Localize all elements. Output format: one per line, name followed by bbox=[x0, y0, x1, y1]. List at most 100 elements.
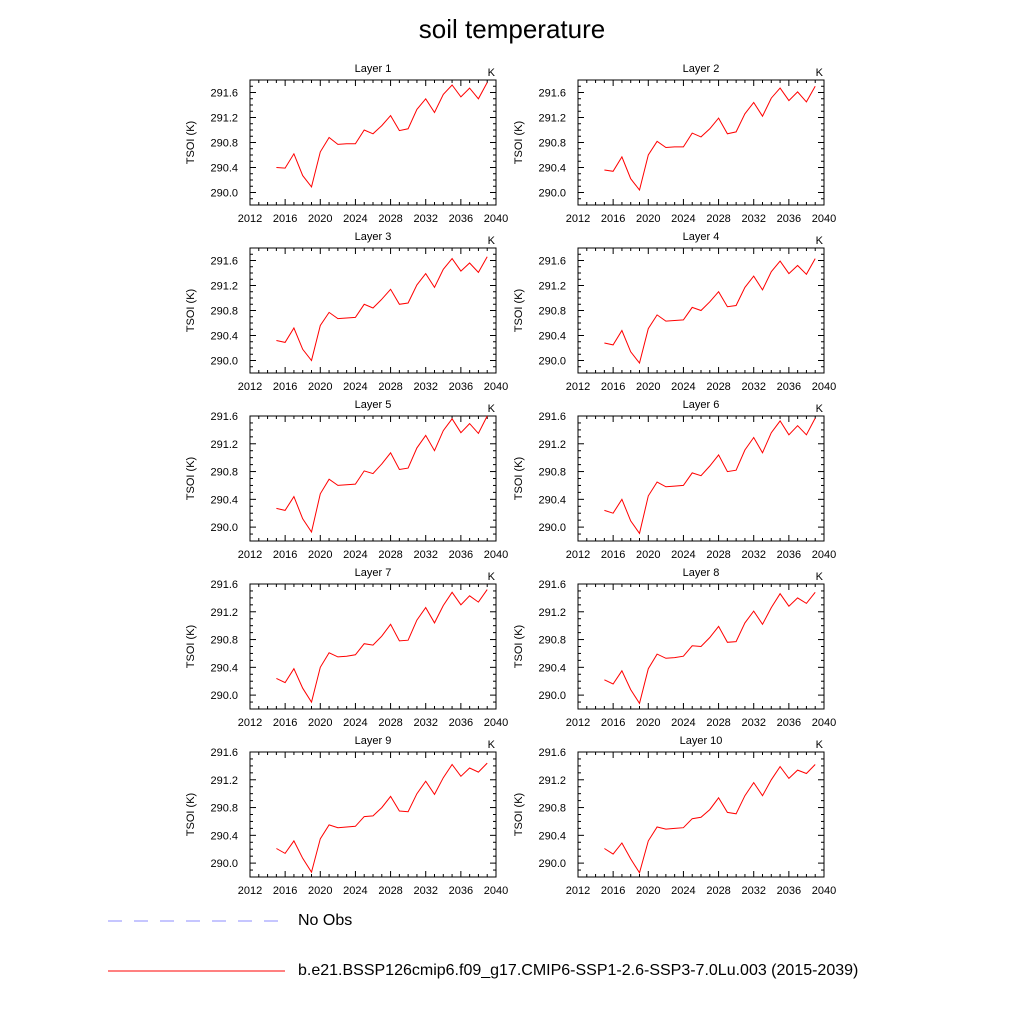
panel-title: Layer 3 bbox=[355, 231, 392, 243]
panel-title: Layer 2 bbox=[683, 63, 720, 75]
y-tick-label: 291.2 bbox=[538, 439, 566, 451]
y-axis-label: TSOI (K) bbox=[513, 289, 525, 332]
x-tick-label: 2032 bbox=[413, 885, 437, 897]
y-tick-label: 291.6 bbox=[538, 579, 566, 591]
y-tick-label: 290.8 bbox=[210, 803, 238, 815]
x-tick-label: 2040 bbox=[484, 885, 508, 897]
y-tick-label: 290.8 bbox=[538, 138, 566, 150]
plot-frame bbox=[249, 79, 497, 206]
panel-title: Layer 9 bbox=[355, 735, 392, 747]
x-tick-label: 2040 bbox=[812, 549, 836, 561]
x-tick-label: 2028 bbox=[706, 717, 730, 729]
panel-2: Layer 2 K 2012 2016 2020 2024 2028 2032 2036 2040… bbox=[513, 63, 836, 225]
y-axis-label: TSOI (K) bbox=[513, 121, 525, 164]
series-line-1 bbox=[276, 256, 488, 362]
plot-frame bbox=[577, 415, 825, 542]
y-tick-label: 291.2 bbox=[538, 775, 566, 787]
x-tick-label: 2032 bbox=[741, 213, 765, 225]
x-tick-label: 2012 bbox=[566, 549, 590, 561]
x-tick-label: 2036 bbox=[777, 885, 801, 897]
x-tick-label: 2016 bbox=[601, 381, 625, 393]
y-tick-label: 290.0 bbox=[210, 858, 238, 870]
y-tick-label: 290.8 bbox=[538, 306, 566, 318]
y-tick-label: 290.0 bbox=[538, 858, 566, 870]
panel-4: Layer 4 K 2012 2016 2020 2024 2028 2032 2036 2040… bbox=[513, 231, 836, 393]
x-tick-label: 2016 bbox=[273, 381, 297, 393]
y-tick-label: 291.2 bbox=[538, 607, 566, 619]
panel-title: Layer 5 bbox=[355, 399, 392, 411]
x-tick-label: 2012 bbox=[566, 213, 590, 225]
x-tick-label: 2012 bbox=[238, 549, 262, 561]
x-tick-label: 2012 bbox=[238, 381, 262, 393]
x-tick-label: 2036 bbox=[449, 885, 473, 897]
panel-unit-label: K bbox=[816, 571, 824, 583]
series-line-1 bbox=[276, 82, 488, 189]
legend-label-no-obs: No Obs bbox=[298, 912, 353, 929]
panel-unit-label: K bbox=[488, 235, 496, 247]
panel-10: Layer 10 K 2012 2016 2020 2024 2028 2032 2036 204… bbox=[513, 735, 836, 897]
x-tick-label: 2024 bbox=[671, 885, 695, 897]
x-tick-label: 2036 bbox=[449, 381, 473, 393]
x-tick-label: 2040 bbox=[484, 381, 508, 393]
y-tick-label: 290.8 bbox=[210, 467, 238, 479]
x-tick-label: 2040 bbox=[812, 381, 836, 393]
panel-6: Layer 6 K 2012 2016 2020 2024 2028 2032 2036 2040… bbox=[513, 399, 836, 561]
x-tick-label: 2028 bbox=[378, 885, 402, 897]
y-tick-label: 290.8 bbox=[210, 635, 238, 647]
x-tick-label: 2020 bbox=[308, 885, 332, 897]
x-tick-label: 2036 bbox=[777, 549, 801, 561]
figure-title: soil temperature bbox=[418, 14, 606, 44]
series-line-1 bbox=[604, 764, 816, 875]
x-tick-label: 2036 bbox=[449, 717, 473, 729]
y-tick-label: 290.8 bbox=[538, 803, 566, 815]
x-tick-label: 2016 bbox=[601, 549, 625, 561]
y-tick-label: 291.6 bbox=[538, 411, 566, 423]
x-tick-label: 2020 bbox=[308, 549, 332, 561]
x-tick-label: 2032 bbox=[413, 213, 437, 225]
y-tick-label: 291.6 bbox=[210, 88, 238, 100]
panel-3: Layer 3 K 2012 2016 2020 2024 2028 2032 2036 2040… bbox=[185, 231, 508, 393]
x-tick-label: 2012 bbox=[566, 381, 590, 393]
x-tick-label: 2020 bbox=[308, 213, 332, 225]
y-tick-label: 291.6 bbox=[210, 256, 238, 268]
y-tick-label: 290.4 bbox=[538, 662, 566, 674]
panel-title: Layer 10 bbox=[680, 735, 723, 747]
x-tick-label: 2040 bbox=[484, 717, 508, 729]
x-tick-label: 2036 bbox=[449, 549, 473, 561]
panel-unit-label: K bbox=[488, 571, 496, 583]
x-tick-label: 2024 bbox=[343, 549, 367, 561]
y-tick-label: 291.2 bbox=[538, 113, 566, 125]
series-line-1 bbox=[604, 86, 816, 192]
chart-panels: Layer 1 K 2012 2016 2020 2024 2028 2032 2036 2040… bbox=[185, 63, 836, 897]
x-tick-label: 2016 bbox=[273, 717, 297, 729]
y-tick-label: 290.8 bbox=[538, 467, 566, 479]
plot-frame bbox=[249, 751, 497, 878]
y-tick-label: 290.4 bbox=[538, 830, 566, 842]
y-tick-label: 290.0 bbox=[210, 690, 238, 702]
x-tick-label: 2028 bbox=[378, 549, 402, 561]
x-tick-label: 2020 bbox=[636, 717, 660, 729]
y-tick-label: 290.0 bbox=[538, 356, 566, 368]
y-tick-label: 290.4 bbox=[210, 331, 238, 343]
x-tick-label: 2024 bbox=[343, 381, 367, 393]
panel-title: Layer 7 bbox=[355, 567, 392, 579]
x-tick-label: 2036 bbox=[777, 717, 801, 729]
panel-unit-label: K bbox=[488, 739, 496, 751]
y-tick-label: 290.8 bbox=[210, 306, 238, 318]
panel-unit-label: K bbox=[816, 235, 824, 247]
y-axis-label: TSOI (K) bbox=[185, 121, 197, 164]
y-tick-label: 291.2 bbox=[210, 439, 238, 451]
x-tick-label: 2028 bbox=[378, 213, 402, 225]
y-tick-label: 290.4 bbox=[210, 494, 238, 506]
x-tick-label: 2040 bbox=[484, 213, 508, 225]
y-tick-label: 290.0 bbox=[538, 690, 566, 702]
x-tick-label: 2036 bbox=[449, 213, 473, 225]
x-tick-label: 2024 bbox=[343, 885, 367, 897]
x-tick-label: 2012 bbox=[238, 213, 262, 225]
panel-unit-label: K bbox=[816, 403, 824, 415]
panel-title: Layer 6 bbox=[683, 399, 720, 411]
panel-unit-label: K bbox=[816, 739, 824, 751]
series-line-1 bbox=[604, 417, 816, 535]
y-tick-label: 290.8 bbox=[210, 138, 238, 150]
